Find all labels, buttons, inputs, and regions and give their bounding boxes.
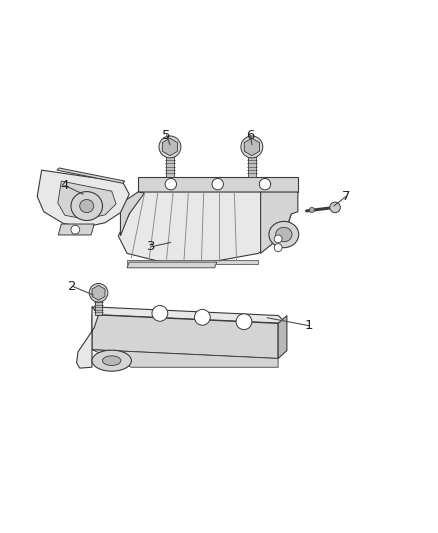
Circle shape [274, 244, 282, 252]
Ellipse shape [276, 227, 292, 242]
Text: 6: 6 [246, 128, 255, 142]
Ellipse shape [92, 350, 131, 371]
Circle shape [71, 225, 80, 234]
Text: 1: 1 [304, 319, 313, 332]
Text: 4: 4 [60, 179, 69, 192]
Polygon shape [166, 150, 174, 177]
Circle shape [259, 179, 271, 190]
Text: 2: 2 [68, 280, 77, 293]
Polygon shape [95, 295, 102, 314]
Polygon shape [127, 262, 217, 268]
Polygon shape [127, 260, 258, 264]
Ellipse shape [269, 221, 299, 248]
Circle shape [159, 136, 181, 158]
Circle shape [152, 305, 168, 321]
Ellipse shape [102, 356, 121, 366]
Polygon shape [92, 314, 278, 359]
Polygon shape [77, 307, 99, 368]
Ellipse shape [71, 191, 102, 221]
Polygon shape [37, 170, 129, 227]
Text: 7: 7 [342, 190, 350, 203]
Polygon shape [244, 138, 259, 156]
Text: 5: 5 [162, 128, 171, 142]
Ellipse shape [80, 199, 94, 213]
Polygon shape [57, 168, 125, 183]
Circle shape [330, 202, 340, 213]
Polygon shape [92, 285, 105, 300]
Circle shape [236, 314, 252, 329]
Circle shape [274, 235, 282, 243]
Circle shape [241, 136, 263, 158]
Polygon shape [248, 150, 256, 177]
Polygon shape [162, 138, 177, 156]
Polygon shape [92, 350, 278, 367]
Polygon shape [278, 316, 287, 359]
Circle shape [212, 179, 223, 190]
Circle shape [309, 207, 314, 213]
Text: 3: 3 [147, 240, 155, 253]
Circle shape [89, 284, 108, 302]
Polygon shape [120, 192, 145, 236]
Circle shape [194, 310, 210, 325]
Polygon shape [92, 307, 287, 324]
Polygon shape [118, 192, 291, 262]
Circle shape [165, 179, 177, 190]
Polygon shape [138, 177, 298, 192]
Polygon shape [261, 192, 298, 253]
Polygon shape [58, 224, 94, 235]
Polygon shape [58, 181, 116, 219]
